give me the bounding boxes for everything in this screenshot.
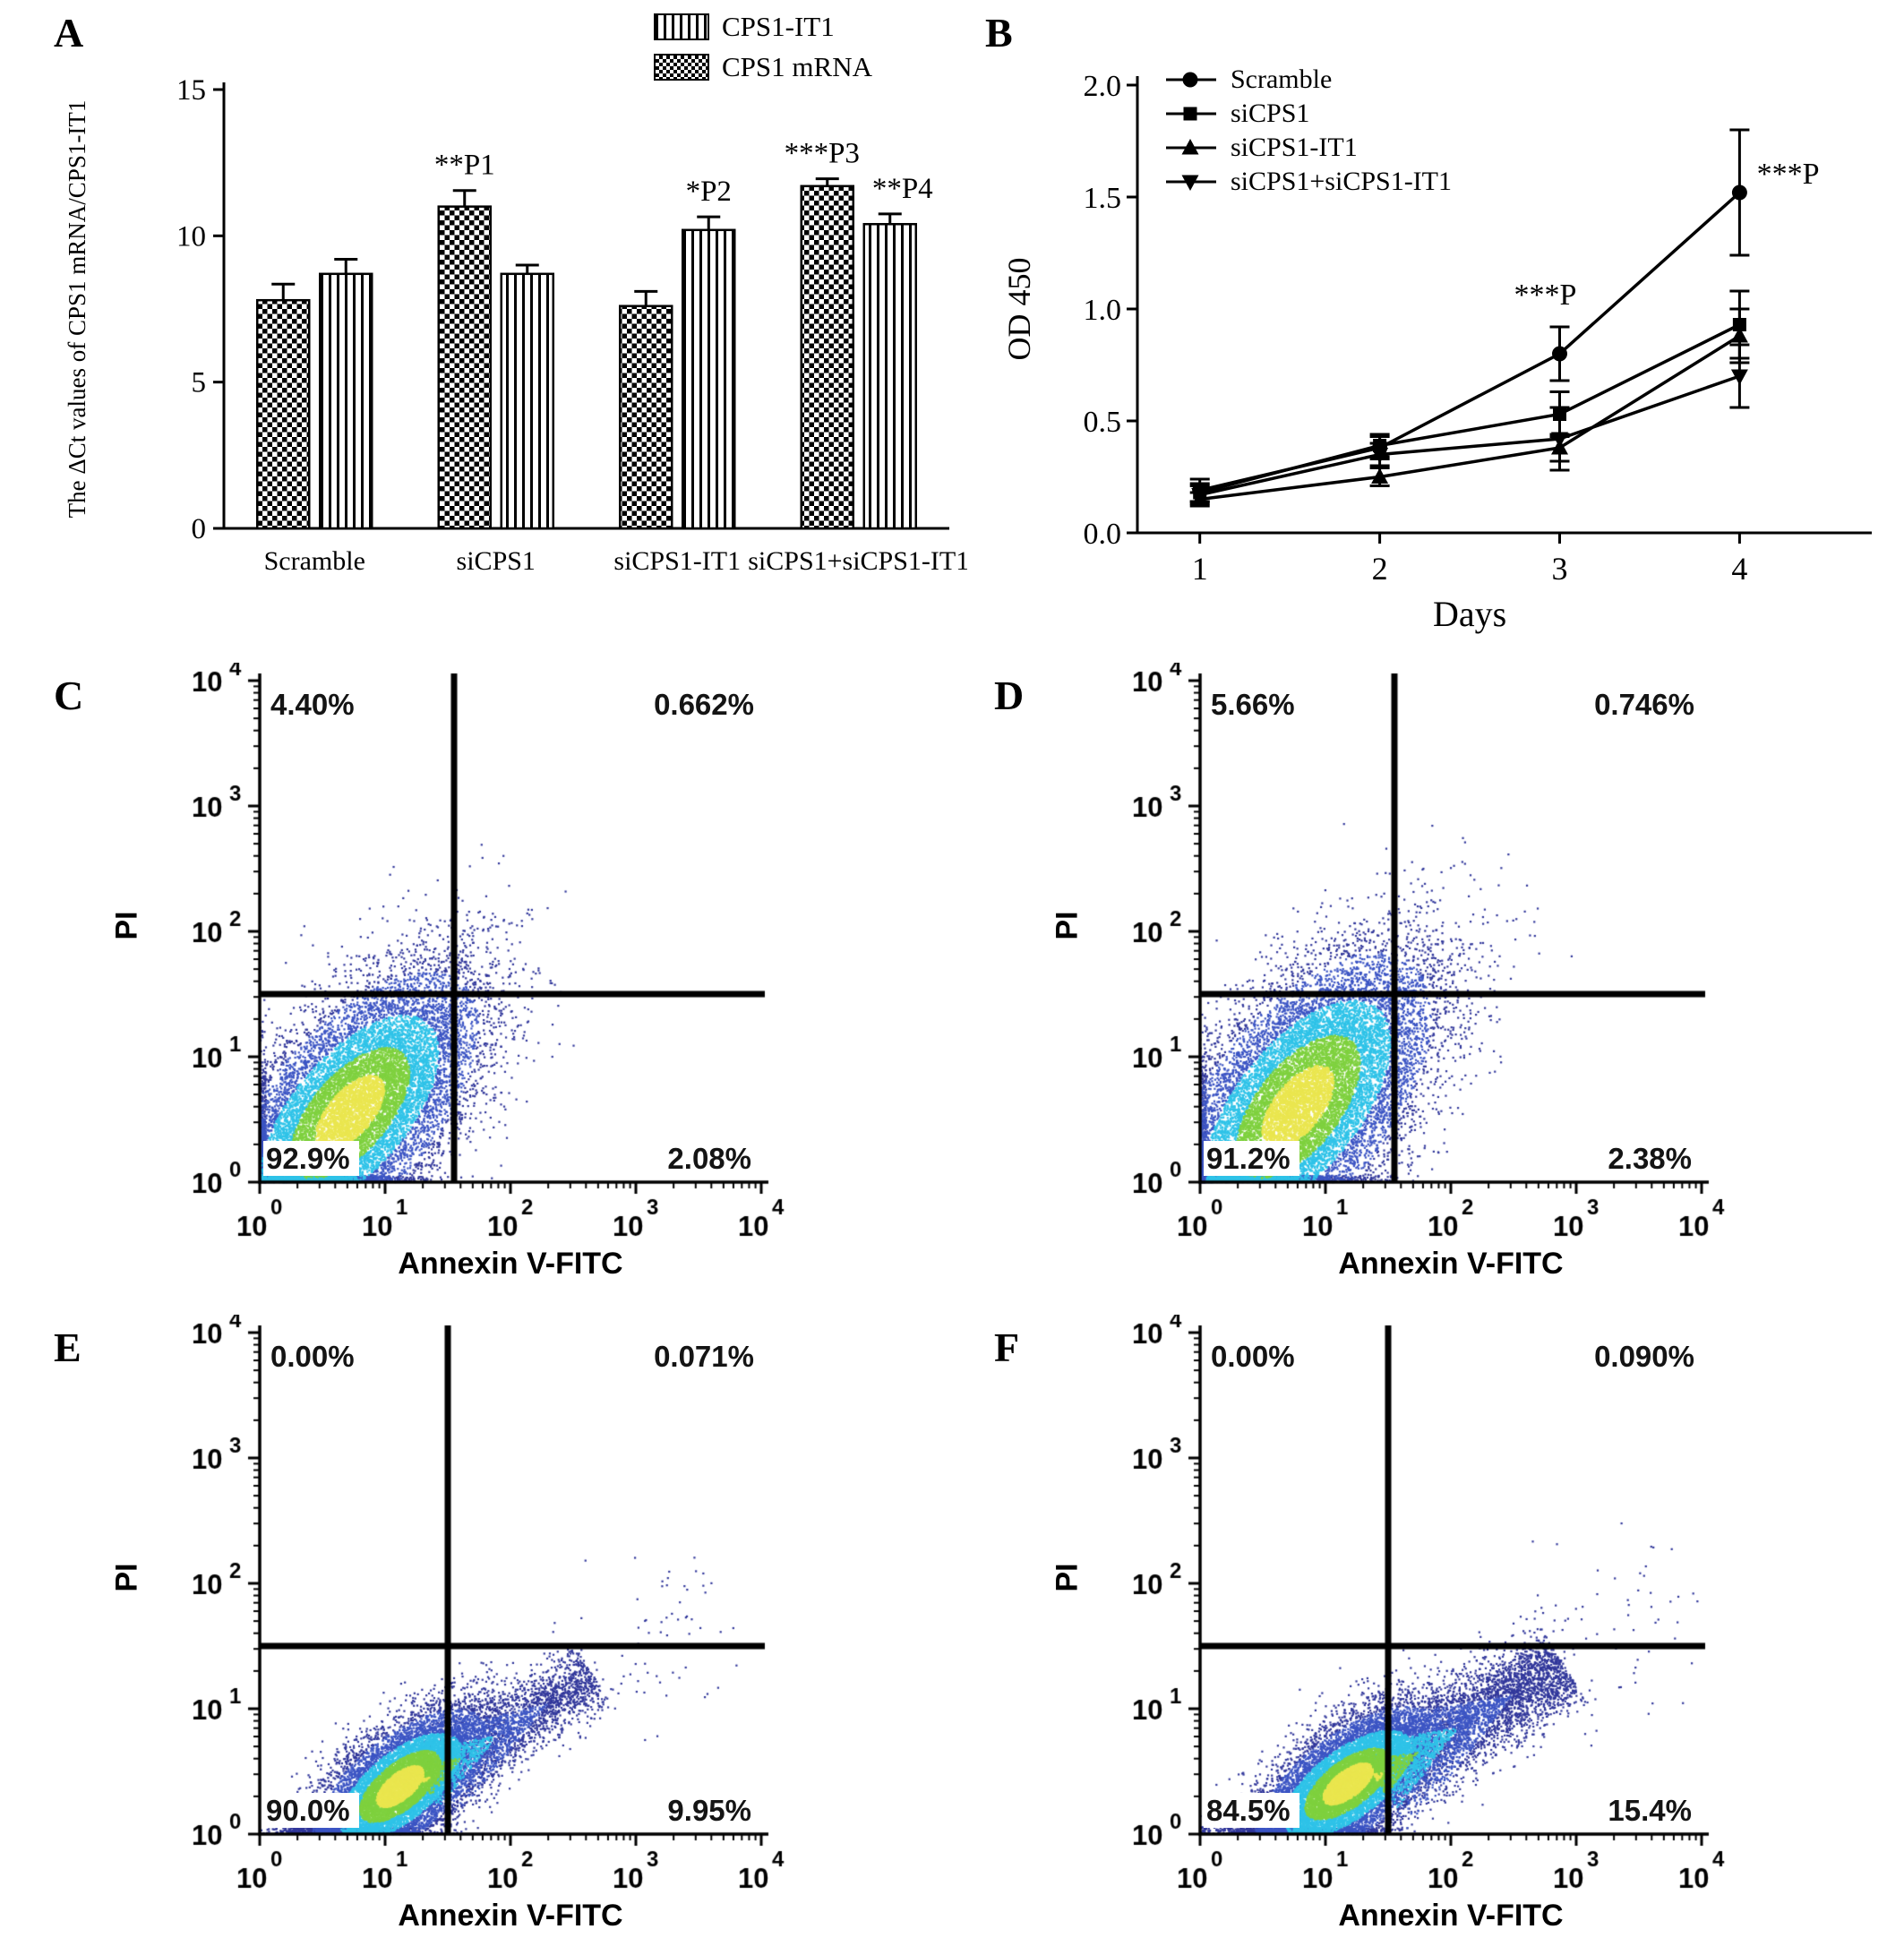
quadrant-upper-right-percent: 0.090%: [1594, 1340, 1694, 1373]
quadrant-upper-left-percent: 0.00%: [1211, 1340, 1295, 1373]
svg-text:1.0: 1.0: [1084, 294, 1122, 327]
panel-f-flow-plot: F 0.00% 0.090% 84.5% 15.4% PI Annexin V-…: [976, 1315, 1872, 1952]
svg-text:10: 10: [176, 220, 206, 253]
legend-item: siCPS1+siCPS1-IT1: [1162, 167, 1452, 197]
quadrant-lower-left-percent: 90.0%: [263, 1793, 359, 1828]
bar-chart-svg: 0 5 10 15 Scramble siCPS1 siCPS1-IT1 siCPS1+siC…: [64, 74, 967, 576]
line-chart-svg: 0.0 0.5 1.0 1.5 2.0 1 2 3 4 Days OD 450 ***P ***P: [1001, 70, 1872, 634]
circle-marker-icon: [1166, 72, 1216, 88]
quadrant-upper-right-percent: 0.071%: [654, 1340, 754, 1373]
x-axis-label: Annexin V-FITC: [1338, 1247, 1564, 1281]
legend-item: Scramble: [1162, 64, 1452, 95]
svg-text:3: 3: [1552, 551, 1568, 587]
panel-b-line-chart: B Scramble siCPS1 siCPS1-IT1 siCPS1+siCPS1-…: [967, 9, 1899, 645]
quadrant-lower-right-percent: 9.95%: [658, 1793, 754, 1828]
svg-text:siCPS1+siCPS1-IT1: siCPS1+siCPS1-IT1: [748, 546, 967, 576]
svg-text:***P: ***P: [1757, 158, 1820, 191]
svg-text:OD 450: OD 450: [1001, 258, 1037, 361]
legend-item: CPS1 mRNA: [654, 51, 872, 83]
flow-scatter-canvas-c: [36, 663, 931, 1300]
bar-chart-legend: CPS1-IT1 CPS1 mRNA: [654, 11, 872, 91]
svg-text:0.5: 0.5: [1084, 406, 1122, 439]
quadrant-lower-left-percent: 92.9%: [263, 1141, 359, 1176]
flow-scatter-canvas-d: [976, 663, 1872, 1300]
triangle-up-marker-icon: [1166, 139, 1216, 155]
y-axis-label: PI: [109, 911, 144, 940]
svg-text:1: 1: [1192, 551, 1208, 587]
y-axis-label: PI: [109, 1563, 144, 1592]
quadrant-lower-right-percent: 2.08%: [658, 1141, 754, 1176]
svg-text:The ΔCt values of CPS1 mRNA/CP: The ΔCt values of CPS1 mRNA/CPS1-IT1: [64, 100, 90, 519]
svg-text:**P1: **P1: [434, 150, 495, 182]
svg-text:15: 15: [176, 74, 206, 107]
quadrant-lower-right-percent: 2.38%: [1599, 1141, 1694, 1176]
svg-text:4: 4: [1731, 551, 1747, 587]
legend-label: siCPS1-IT1: [1231, 133, 1358, 162]
legend-item: CPS1-IT1: [654, 11, 872, 43]
x-axis-label: Annexin V-FITC: [1338, 1899, 1564, 1933]
square-marker-icon: [1166, 107, 1216, 121]
svg-text:2: 2: [1372, 551, 1388, 587]
svg-text:5: 5: [192, 367, 207, 399]
svg-text:**P4: **P4: [872, 173, 933, 205]
quadrant-lower-left-percent: 91.2%: [1204, 1141, 1299, 1176]
y-axis-label: PI: [1050, 911, 1085, 940]
svg-text:Days: Days: [1433, 594, 1506, 634]
quadrant-upper-left-percent: 0.00%: [270, 1340, 355, 1373]
panel-label-a: A: [54, 10, 84, 56]
flow-scatter-canvas-f: [976, 1315, 1872, 1952]
vstripes-pattern-swatch: [654, 13, 709, 40]
legend-label: CPS1-IT1: [722, 11, 835, 42]
svg-text:***P: ***P: [1514, 279, 1576, 312]
quadrant-upper-left-percent: 4.40%: [270, 688, 355, 721]
line-chart-legend: Scramble siCPS1 siCPS1-IT1 siCPS1+siCPS1-IT…: [1162, 64, 1452, 201]
flow-scatter-canvas-e: [36, 1315, 931, 1952]
svg-text:1.5: 1.5: [1084, 182, 1122, 215]
legend-label: siCPS1+siCPS1-IT1: [1231, 167, 1453, 196]
quadrant-upper-left-percent: 5.66%: [1211, 688, 1295, 721]
legend-label: siCPS1: [1231, 99, 1310, 128]
legend-item: siCPS1: [1162, 99, 1452, 129]
panel-c-flow-plot: C 4.40% 0.662% 92.9% 2.08% PI Annexin V-…: [36, 663, 931, 1300]
svg-text:*P2: *P2: [686, 176, 732, 208]
panel-d-flow-plot: D 5.66% 0.746% 91.2% 2.38% PI Annexin V-…: [976, 663, 1872, 1300]
svg-text:0: 0: [192, 513, 207, 545]
x-axis-label: Annexin V-FITC: [398, 1899, 623, 1933]
quadrant-upper-right-percent: 0.746%: [1594, 688, 1694, 721]
triangle-down-marker-icon: [1166, 175, 1216, 191]
svg-text:Scramble: Scramble: [264, 546, 365, 576]
svg-text:***P3: ***P3: [785, 138, 860, 170]
svg-text:siCPS1-IT1: siCPS1-IT1: [613, 546, 741, 576]
svg-text:0.0: 0.0: [1084, 518, 1122, 551]
panel-label-b: B: [985, 10, 1013, 56]
legend-label: Scramble: [1231, 64, 1333, 94]
svg-text:2.0: 2.0: [1084, 70, 1122, 103]
x-axis-label: Annexin V-FITC: [398, 1247, 623, 1281]
panel-a-bar-chart: A CPS1-IT1 CPS1 mRNA 0 5 10 15 Scramble siCPS1…: [36, 9, 967, 645]
legend-label: CPS1 mRNA: [722, 51, 872, 82]
quadrant-upper-right-percent: 0.662%: [654, 688, 754, 721]
quadrant-lower-right-percent: 15.4%: [1599, 1793, 1694, 1828]
legend-item: siCPS1-IT1: [1162, 133, 1452, 163]
panel-e-flow-plot: E 0.00% 0.071% 90.0% 9.95% PI Annexin V-…: [36, 1315, 931, 1952]
y-axis-label: PI: [1050, 1563, 1085, 1592]
checker-pattern-swatch: [654, 54, 709, 81]
svg-text:siCPS1: siCPS1: [457, 546, 536, 576]
quadrant-lower-left-percent: 84.5%: [1204, 1793, 1299, 1828]
